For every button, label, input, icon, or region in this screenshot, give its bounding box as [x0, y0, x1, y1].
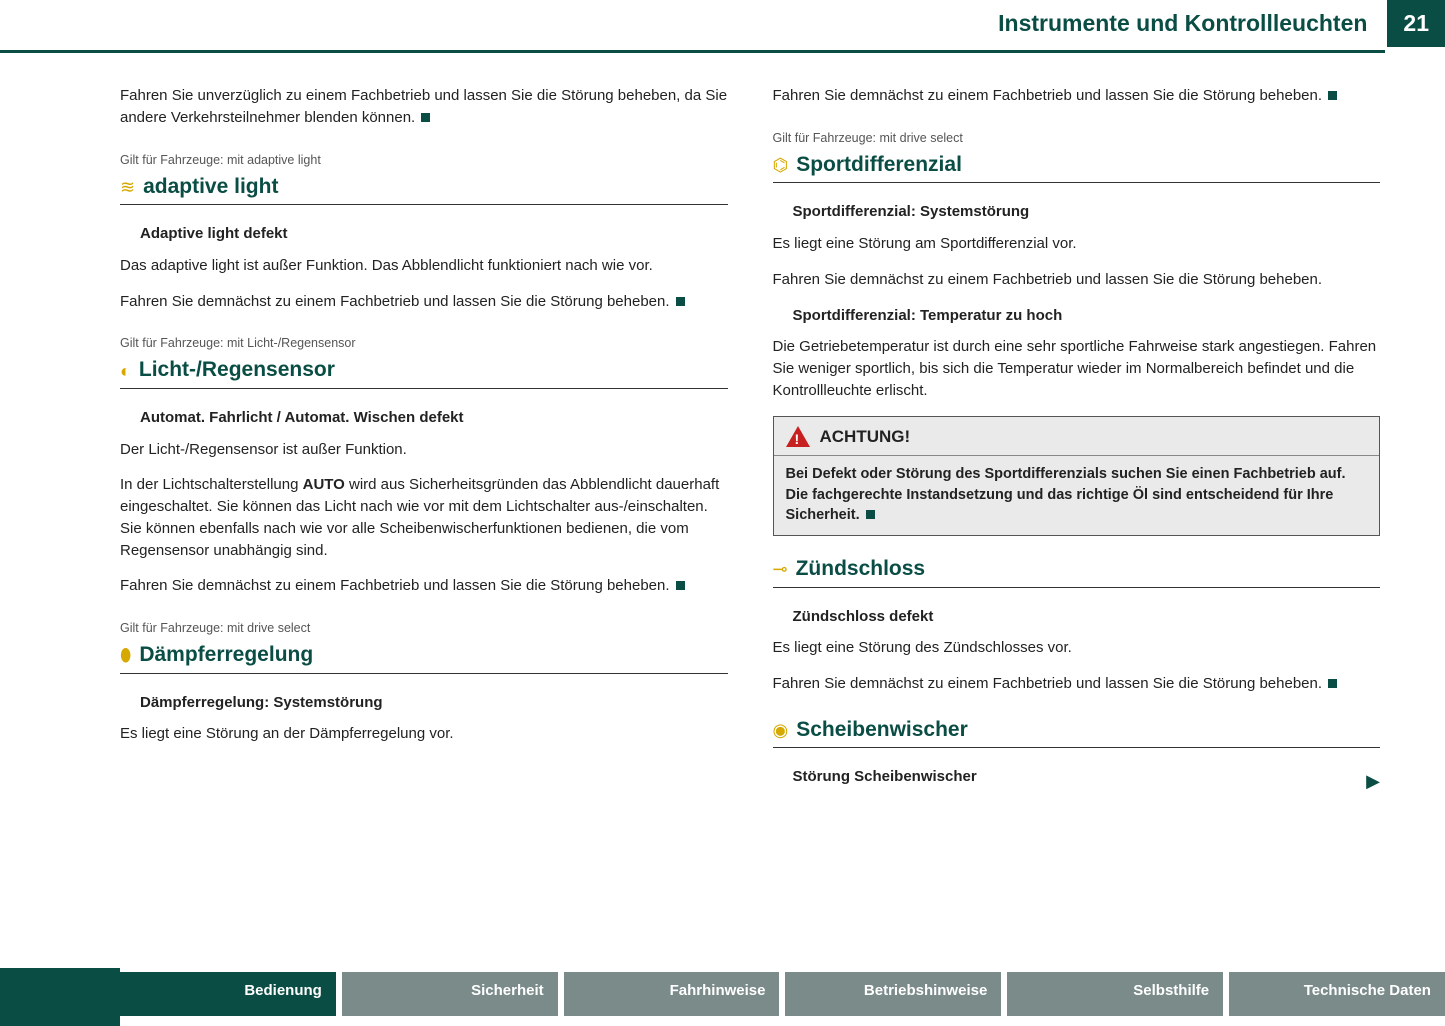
body-para: Es liegt eine Störung am Sportdifferenzi…: [773, 233, 1381, 255]
subheading: Adaptive light defekt: [140, 223, 728, 245]
section-label: Sportdifferenzial: [796, 150, 962, 180]
applies-note: Gilt für Fahrzeuge: mit adaptive light: [120, 151, 728, 169]
intro-para: Fahren Sie demnächst zu einem Fachbetrie…: [773, 85, 1381, 107]
section-title-zuendschloss: ⊸ Zündschloss: [773, 554, 1381, 587]
body-para: Fahren Sie demnächst zu einem Fachbetrie…: [773, 269, 1381, 291]
section-title-licht-regensensor: ◐ Licht-/Regensensor: [120, 355, 728, 388]
body-para: Fahren Sie demnächst zu einem Fachbetrie…: [773, 673, 1381, 695]
body-para: In der Lichtschalterstellung AUTO wird a…: [120, 474, 728, 561]
body-para: Fahren Sie demnächst zu einem Fachbetrie…: [120, 575, 728, 597]
section-end-icon: [676, 581, 685, 590]
section-label: Dämpferregelung: [139, 640, 313, 670]
subheading: Zündschloss defekt: [793, 606, 1381, 628]
warning-triangle-icon: [786, 426, 810, 447]
section-label: Scheibenwischer: [796, 715, 968, 745]
warning-label: ACHTUNG!: [820, 425, 911, 450]
page-header: Instrumente und Kontrollleuchten 21: [998, 0, 1445, 47]
section-title-daempferregelung: ⬮ Dämpferregelung: [120, 640, 728, 673]
intro-text: Fahren Sie demnächst zu einem Fachbetrie…: [773, 87, 1323, 104]
right-column: Fahren Sie demnächst zu einem Fachbetrie…: [773, 85, 1381, 798]
subheading: Störung Scheibenwischer: [793, 766, 1381, 788]
subheading: Dämpferregelung: Systemstörung: [140, 692, 728, 714]
page-number: 21: [1387, 0, 1445, 47]
body-para: Das adaptive light ist außer Funktion. D…: [120, 255, 728, 277]
body-text: Fahren Sie demnächst zu einem Fachbetrie…: [120, 577, 670, 594]
tab-sicherheit[interactable]: Sicherheit: [342, 972, 558, 1016]
section-end-icon: [1328, 679, 1337, 688]
tab-betriebshinweise[interactable]: Betriebshinweise: [785, 972, 1001, 1016]
key-icon: ⊸: [773, 560, 788, 578]
tab-fahrhinweise[interactable]: Fahrhinweise: [564, 972, 780, 1016]
section-label: Zündschloss: [796, 554, 926, 584]
section-title-scheibenwischer: ◉ Scheibenwischer: [773, 715, 1381, 748]
footer-tabs: Bedienung Sicherheit Fahrhinweise Betrie…: [120, 968, 1445, 1026]
body-text: Fahren Sie demnächst zu einem Fachbetrie…: [773, 675, 1323, 692]
tab-technische-daten[interactable]: Technische Daten: [1229, 972, 1445, 1016]
body-text: Fahren Sie demnächst zu einem Fachbetrie…: [120, 293, 670, 310]
subheading: Automat. Fahrlicht / Automat. Wischen de…: [140, 407, 728, 429]
body-text: In der Lichtschalterstellung: [120, 476, 303, 493]
headlight-icon: ≋: [120, 178, 135, 196]
body-para: Die Getriebetemperatur ist durch eine se…: [773, 336, 1381, 401]
applies-note: Gilt für Fahrzeuge: mit drive select: [120, 619, 728, 637]
applies-note: Gilt für Fahrzeuge: mit Licht-/Regensens…: [120, 334, 728, 352]
body-para: Der Licht-/Regensensor ist außer Funktio…: [120, 439, 728, 461]
content-area: Fahren Sie unverzüglich zu einem Fachbet…: [120, 85, 1380, 798]
header-rule: [0, 50, 1385, 53]
differential-icon: ⌬: [773, 156, 789, 174]
intro-para: Fahren Sie unverzüglich zu einem Fachbet…: [120, 85, 728, 129]
section-title-adaptive-light: ≋ adaptive light: [120, 172, 728, 205]
left-column: Fahren Sie unverzüglich zu einem Fachbet…: [120, 85, 728, 798]
body-para: Fahren Sie demnächst zu einem Fachbetrie…: [120, 291, 728, 313]
body-para: Es liegt eine Störung an der Dämpferrege…: [120, 723, 728, 745]
wiper-icon: ◉: [773, 721, 789, 739]
section-title-sportdifferenzial: ⌬ Sportdifferenzial: [773, 150, 1381, 183]
section-label: Licht-/Regensensor: [139, 355, 335, 385]
footer-spacer: [0, 968, 120, 1026]
body-para: Es liegt eine Störung des Zündschlosses …: [773, 637, 1381, 659]
applies-note: Gilt für Fahrzeuge: mit drive select: [773, 129, 1381, 147]
warning-box: ACHTUNG! Bei Defekt oder Störung des Spo…: [773, 416, 1381, 537]
section-end-icon: [421, 113, 430, 122]
rain-sensor-icon: ◐: [120, 362, 131, 380]
subheading: Sportdifferenzial: Systemstörung: [793, 201, 1381, 223]
warning-body: Bei Defekt oder Störung des Sportdiffere…: [774, 456, 1380, 535]
section-end-icon: [866, 510, 875, 519]
subheading: Sportdifferenzial: Temperatur zu hoch: [793, 305, 1381, 327]
section-label: adaptive light: [143, 172, 278, 202]
continue-arrow-icon: ▶: [1366, 768, 1380, 794]
footer-nav: Bedienung Sicherheit Fahrhinweise Betrie…: [0, 968, 1445, 1026]
section-end-icon: [1328, 91, 1337, 100]
bold-text: AUTO: [303, 476, 345, 493]
header-title: Instrumente und Kontrollleuchten: [998, 0, 1387, 47]
warning-header: ACHTUNG!: [774, 417, 1380, 457]
damper-icon: ⬮: [120, 646, 131, 664]
tab-selbsthilfe[interactable]: Selbsthilfe: [1007, 972, 1223, 1016]
tab-bedienung[interactable]: Bedienung: [120, 972, 336, 1016]
section-end-icon: [676, 297, 685, 306]
